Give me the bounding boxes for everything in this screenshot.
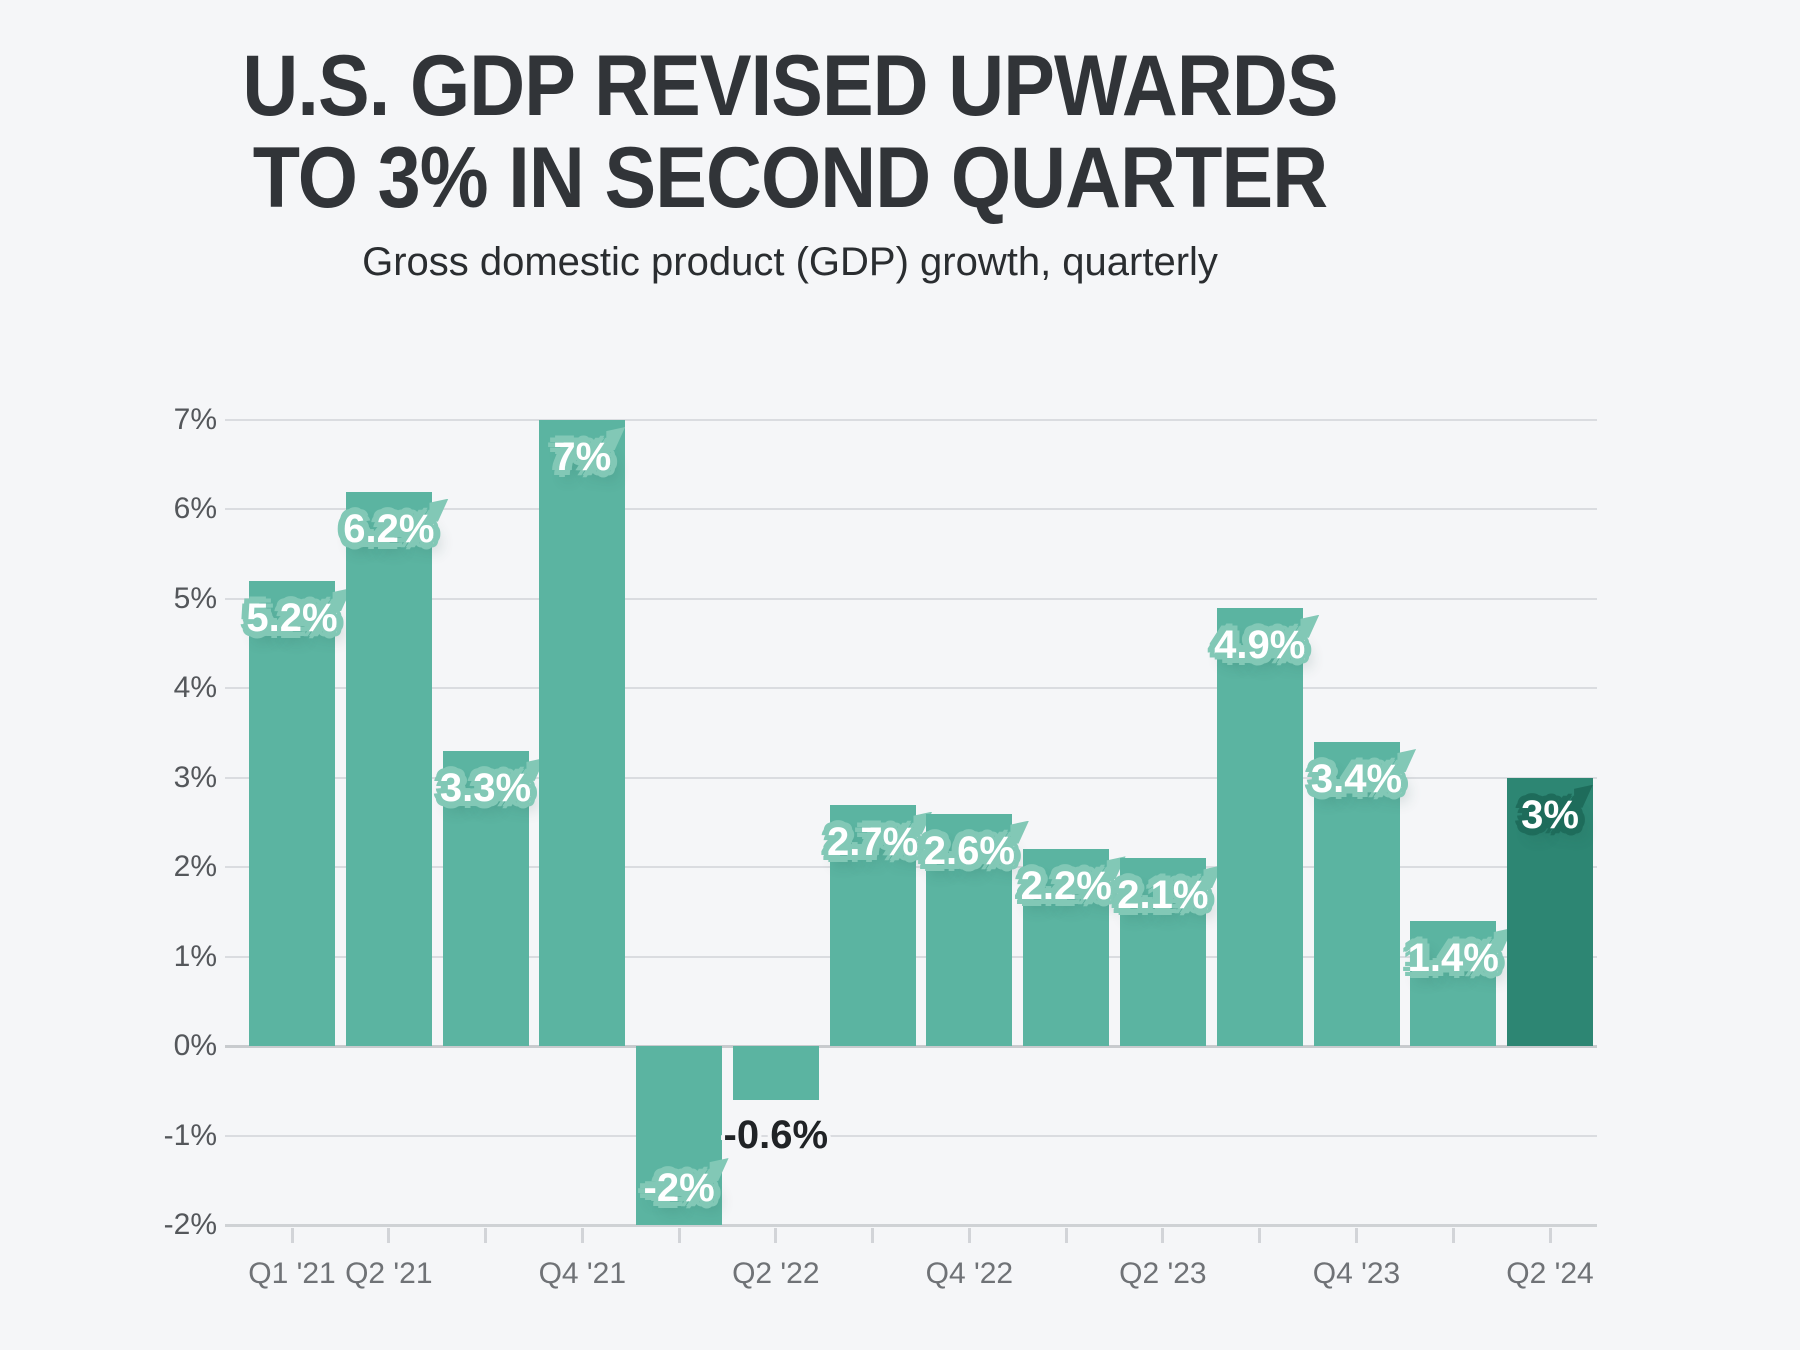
bar-value-label: 3.3% xyxy=(439,765,532,810)
x-axis-tick xyxy=(1064,1228,1068,1243)
y-axis-label: 1% xyxy=(173,939,217,973)
y-axis-label: 0% xyxy=(173,1029,217,1063)
chart-header: U.S. GDP REVISED UPWARDS TO 3% IN SECOND… xyxy=(0,40,1580,285)
x-axis-label: Q2 '22 xyxy=(732,1257,820,1290)
bar-value-label: 2.6% xyxy=(923,828,1015,873)
x-axis-label: Q2 '24 xyxy=(1506,1257,1594,1290)
gridline xyxy=(225,419,1597,421)
bar-value-label: 5.2% xyxy=(246,596,338,640)
x-axis-label: Q4 '21 xyxy=(538,1257,627,1290)
y-axis-label: -1% xyxy=(163,1118,217,1152)
x-axis-label: Q4 '22 xyxy=(925,1257,1014,1290)
gridline xyxy=(225,508,1597,511)
bar-value-label: 6.2% xyxy=(343,506,435,551)
bar-value-label: 7% xyxy=(553,435,612,479)
chart-title-line2: TO 3% IN SECOND QUARTER xyxy=(252,130,1328,227)
gridline xyxy=(225,597,1597,600)
x-axis-tick xyxy=(774,1228,778,1243)
bar-value-label: 1.4% xyxy=(1407,935,1499,980)
bar-value-label: 3.4% xyxy=(1310,757,1403,801)
x-axis-tick xyxy=(1548,1228,1552,1243)
zero-gridline xyxy=(225,1045,1597,1049)
x-axis-tick xyxy=(871,1228,875,1243)
bar xyxy=(345,491,432,1047)
y-axis-label: 6% xyxy=(173,492,217,526)
x-axis-tick xyxy=(1258,1228,1262,1243)
x-axis-label: Q1 '21 xyxy=(248,1257,336,1290)
x-axis-tick xyxy=(290,1228,294,1243)
x-axis-tick xyxy=(1161,1228,1165,1243)
bar-value-label: -0.6% xyxy=(723,1112,829,1157)
y-axis-label: -2% xyxy=(163,1208,217,1241)
chart-title-line1: U.S. GDP REVISED UPWARDS xyxy=(242,38,1338,134)
bar-value-label: 3% xyxy=(1521,792,1579,837)
bar-value-label: 4.9% xyxy=(1214,622,1306,667)
y-axis-label: 3% xyxy=(173,760,217,794)
x-axis-tick xyxy=(484,1228,487,1243)
x-axis-label: Q2 '21 xyxy=(345,1257,433,1290)
x-axis-tick xyxy=(580,1228,584,1243)
x-axis-label: Q2 '23 xyxy=(1119,1257,1207,1290)
bar-value-label: 2.1% xyxy=(1117,873,1209,918)
bar-value-label: 2.2% xyxy=(1020,864,1112,909)
chart-subtitle: Gross domestic product (GDP) growth, qua… xyxy=(362,240,1218,285)
chart-title: U.S. GDP REVISED UPWARDS TO 3% IN SECOND… xyxy=(79,40,1501,224)
x-axis-tick xyxy=(1451,1228,1455,1243)
x-axis-tick xyxy=(1355,1228,1358,1243)
bar xyxy=(732,1046,819,1100)
bar-value-label: -2% xyxy=(643,1166,715,1210)
y-axis-label: 7% xyxy=(173,403,217,436)
gridline xyxy=(225,1134,1597,1137)
bar-value-label: 2.7% xyxy=(827,819,919,864)
x-axis-tick xyxy=(967,1228,971,1243)
gridline xyxy=(225,776,1597,779)
y-axis-label: 5% xyxy=(173,581,217,615)
x-axis-tick xyxy=(387,1228,391,1243)
y-axis-label: 4% xyxy=(173,671,217,705)
x-axis-tick xyxy=(677,1228,681,1243)
y-axis-label: 2% xyxy=(173,850,217,884)
bar xyxy=(539,420,626,1047)
x-axis-label: Q4 '23 xyxy=(1312,1257,1401,1290)
bar xyxy=(1216,607,1303,1047)
gridline xyxy=(225,687,1597,690)
bar xyxy=(249,581,335,1047)
x-axis-line xyxy=(225,1224,1597,1227)
